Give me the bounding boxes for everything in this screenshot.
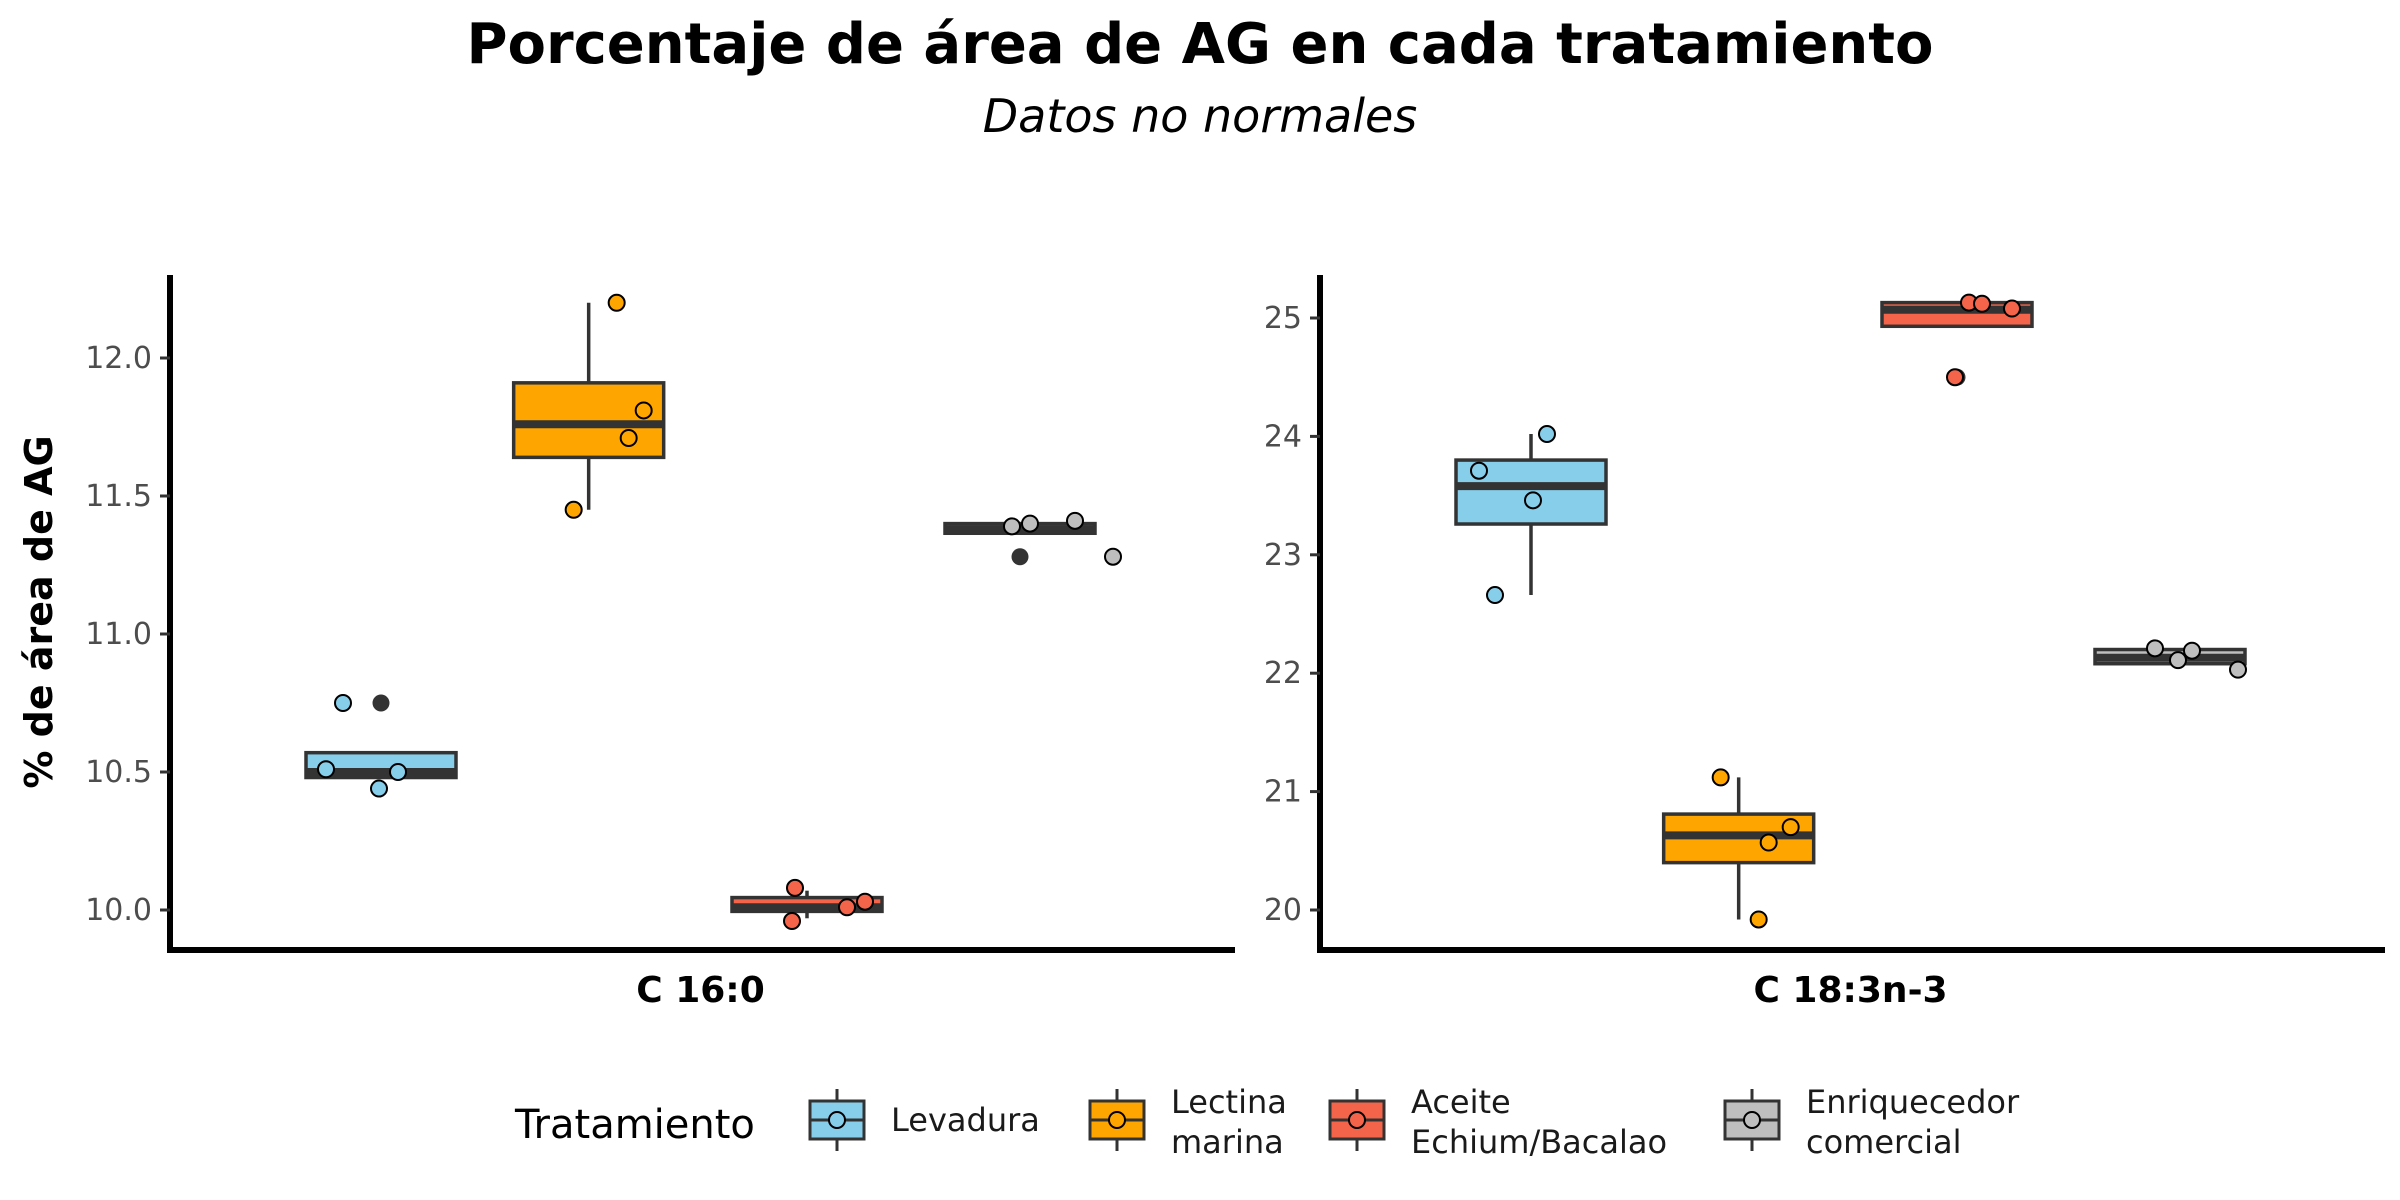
y-tick-label: 11.0 — [85, 617, 152, 652]
panel-1: 10.0 10.5 11.0 11.5 12.0 C 16:0 — [85, 275, 1235, 1011]
data-point — [317, 760, 335, 779]
data-point — [783, 912, 801, 931]
data-point — [634, 401, 653, 420]
data-point — [1066, 511, 1084, 530]
box-group-1 — [304, 694, 458, 798]
data-point — [1946, 368, 1964, 387]
data-point — [1759, 833, 1778, 852]
data-point — [564, 500, 583, 519]
legend-key-point — [1108, 1111, 1126, 1129]
data-point — [838, 898, 856, 917]
box-group-3 — [1880, 293, 2034, 387]
legend-label: Levadura — [891, 1101, 1040, 1139]
data-point — [389, 763, 407, 781]
data-point — [370, 779, 388, 798]
data-point — [2146, 639, 2164, 658]
box-group-4 — [2093, 639, 2247, 679]
legend-title: Tratamiento — [514, 1102, 755, 1148]
data-point — [856, 892, 874, 911]
legend-label-line: comercial — [1806, 1123, 1961, 1161]
data-point — [619, 429, 638, 448]
data-point — [2183, 641, 2201, 660]
data-point — [1524, 491, 1542, 510]
data-point — [1973, 294, 1991, 313]
box — [511, 381, 666, 460]
data-point — [1538, 425, 1556, 444]
box-group-2 — [511, 293, 666, 519]
data-point — [1711, 768, 1730, 787]
y-tick-label: 25 — [1264, 301, 1302, 336]
data-point — [1021, 514, 1039, 533]
data-point — [2003, 299, 2021, 318]
chart-title: Porcentaje de área de AG en cada tratami… — [466, 12, 1934, 77]
chart-panels: 10.0 10.5 11.0 11.5 12.0 C 16:0 20 21 22 23 24 25 C … — [85, 275, 2385, 1011]
y-tick-label: 10.5 — [85, 755, 152, 790]
legend-label-line: Echium/Bacalao — [1411, 1123, 1667, 1161]
panel-2: 20 21 22 23 24 25 C 18:3n-3 — [1264, 275, 2385, 1011]
legend-label-line: marina — [1171, 1123, 1284, 1161]
y-tick-label: 24 — [1264, 419, 1302, 454]
data-point — [2229, 660, 2247, 679]
legend-key-point — [1348, 1111, 1366, 1129]
legend-label-line: Enriquecedor — [1806, 1083, 2020, 1121]
legend-key-point — [1743, 1111, 1761, 1129]
y-tick-label: 12.0 — [85, 341, 152, 376]
outlier-point — [1011, 548, 1029, 566]
legend-key-point — [828, 1111, 846, 1129]
y-tick-label: 22 — [1264, 656, 1302, 691]
y-tick-label: 20 — [1264, 893, 1302, 928]
box-group-1 — [1454, 425, 1608, 605]
data-point — [1104, 547, 1122, 566]
data-point — [1470, 461, 1488, 480]
y-tick-label: 23 — [1264, 538, 1302, 573]
legend-item-1: Levadura — [808, 1089, 1040, 1151]
data-point — [2169, 651, 2187, 670]
y-tick-label: 21 — [1264, 775, 1302, 810]
legend-label-line: Aceite — [1411, 1083, 1511, 1121]
data-point — [1003, 517, 1021, 536]
y-tick-label: 10.0 — [85, 893, 152, 928]
box-group-2 — [1661, 768, 1816, 929]
facet-label: C 16:0 — [636, 970, 765, 1011]
y-tick-label: 11.5 — [85, 479, 152, 514]
chart-subtitle: Datos no normales — [982, 89, 1418, 143]
data-point — [1781, 818, 1800, 837]
data-point — [1749, 910, 1768, 929]
legend-label-line: Lectina — [1171, 1083, 1287, 1121]
facet-label: C 18:3n-3 — [1753, 970, 1947, 1011]
outlier-point — [372, 694, 390, 712]
data-point — [607, 293, 626, 312]
y-axis-title: % de área de AG — [17, 435, 61, 788]
data-point — [334, 694, 352, 712]
box-group-4 — [943, 511, 1122, 566]
data-point — [1486, 586, 1504, 605]
box-group-3 — [730, 878, 884, 931]
data-point — [786, 878, 804, 897]
